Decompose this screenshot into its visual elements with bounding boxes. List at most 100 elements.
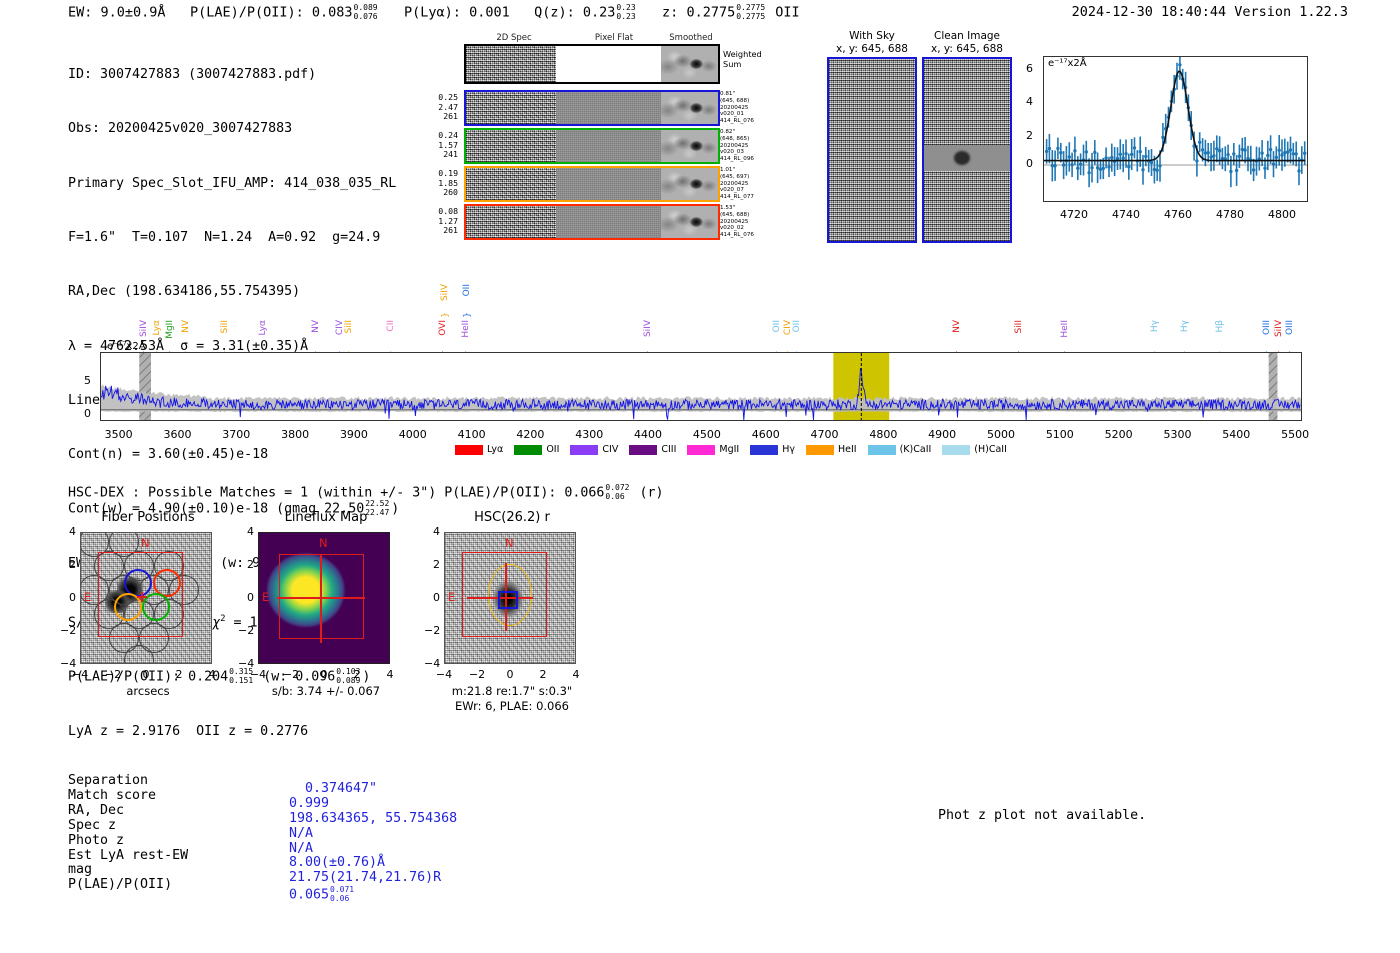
fiber-positions-xlabel: arcsecs xyxy=(126,684,170,698)
legend-item-Hγ: Hγ xyxy=(750,444,795,455)
info-plae-range: 0.315 0.151 xyxy=(229,667,254,685)
spectrum-line-label-NV: NV xyxy=(311,320,322,333)
imaging-1-ytick-3: −2 xyxy=(238,624,255,637)
spectrum-line-label-SiIV: SiIV xyxy=(1273,320,1284,338)
fiber-circle xyxy=(94,551,124,581)
info-params: F=1.6" T=0.107 N=1.24 A=0.92 g=24.9 xyxy=(68,230,381,246)
match-table-values: 0.374647" 0.999 198.634365, 55.754368 N/… xyxy=(289,767,457,904)
fiber-row-2 xyxy=(464,128,720,164)
spectrum-line-label-SiII: SiII xyxy=(344,320,355,334)
lineplot-xtick-4760: 4760 xyxy=(1164,208,1192,221)
info-id: ID: 3007427883 (3007427883.pdf) xyxy=(68,67,317,83)
info-plae-w-range: 0.103 0.089 xyxy=(336,667,361,685)
compass-east: E xyxy=(84,590,92,604)
col-header-pixelflat: Pixel Flat xyxy=(594,33,634,43)
lineplot-ytick-6: 6 xyxy=(1026,62,1033,75)
imaging-1-ytick-2: 0 xyxy=(247,591,254,604)
info-cont-n: Cont(n) = 3.60(±0.45)e-18 xyxy=(68,447,269,463)
plya-label: P(Lyα): xyxy=(404,4,461,21)
imaging-2-ytick-3: −2 xyxy=(424,624,441,637)
spectrum-line-label-OII: OII xyxy=(462,284,473,297)
imaging-2-xtick-4: 4 xyxy=(572,668,580,681)
compass-east: E xyxy=(448,590,456,604)
fiber-circle-orange xyxy=(114,593,142,621)
spectrum-xtick-5200: 5200 xyxy=(1104,428,1133,441)
fiber-row-1 xyxy=(464,90,720,126)
fiber-row-2-left-stats: 0.24 1.57 241 xyxy=(438,130,458,160)
legend-item-HeII: HeII xyxy=(806,444,857,455)
imaging-1-xtick-1: −2 xyxy=(282,668,300,681)
legend-label: (K)CaII xyxy=(899,444,932,455)
info-slot: Primary Spec_Slot_IFU_AMP: 414_038_035_R… xyxy=(68,175,397,191)
fiber-circle-green xyxy=(142,593,170,621)
spectrum-line-labels: SiIV{Lyα{MgII{NV{SiII{Lyα{NV{CIV{SiII{CI… xyxy=(0,280,1400,356)
legend-label: Hγ xyxy=(782,444,795,455)
fiber-row-4-left-stats: 0.08 1.27 261 xyxy=(438,206,458,236)
fiber-positions-panel: Fiber Positions N E arcsecs xyxy=(58,510,238,710)
spectrum-xtick-4700: 4700 xyxy=(810,428,839,441)
spectrum-legend: Lyα OII CIV CIII MgII Hγ HeII (K)CaII (H)CaII xyxy=(455,444,1007,455)
spectrum-line-label-SiII: SiII xyxy=(219,320,230,334)
info-radec: RA,Dec (198.634186,55.754395) xyxy=(68,284,301,300)
spectrum-line-label-OII: OII xyxy=(792,320,803,333)
lineflux-map-panel: Lineflux Map N E s/b: 3.74 +/- 0.067 xyxy=(236,510,416,710)
imaging-2-ytick-0: 4 xyxy=(433,525,440,538)
spectrum-xtick-4200: 4200 xyxy=(516,428,545,441)
info-redshifts: LyA z = 2.9176 OII z = 0.2776 xyxy=(68,723,309,739)
ew-label: EW: xyxy=(68,4,93,21)
imaging-0-ytick-4: −4 xyxy=(60,657,77,670)
imaging-1-ytick-0: 4 xyxy=(247,525,254,538)
legend-label: CIII xyxy=(661,444,677,455)
lineplot-ytick-2: 2 xyxy=(1026,129,1033,142)
qz-label: Q(z): xyxy=(534,4,575,21)
spectrum-xtick-4500: 4500 xyxy=(692,428,721,441)
hsc-dex-filter: (r) xyxy=(631,485,664,501)
fiber-circle xyxy=(109,533,139,557)
weighted-sum-label: Weighted Sum xyxy=(723,49,762,69)
legend-item-OII: OII xyxy=(514,444,559,455)
legend-label: CIV xyxy=(602,444,619,455)
spectrum-line-label-HeII: HeII xyxy=(1059,320,1070,338)
timestamp-version: 2024-12-30 18:40:44 Version 1.22.3 xyxy=(1071,4,1348,20)
compass-east: E xyxy=(262,590,270,604)
spectrum-xtick-4100: 4100 xyxy=(457,428,486,441)
with-sky-header: With Sky x, y: 645, 688 xyxy=(836,30,908,55)
spectrum-xtick-3600: 3600 xyxy=(163,428,192,441)
spectrum-line-label-MgII: MgII xyxy=(165,320,176,339)
plae-poii-label: P(LAE)/P(OII): xyxy=(189,4,304,21)
compass-north: N xyxy=(141,536,150,550)
spectrum-line-label-OIII: OIII xyxy=(1261,320,1272,336)
weighted-sum-row xyxy=(464,44,720,84)
legend-swatch xyxy=(806,444,834,455)
legend-item-(H)CaII: (H)CaII xyxy=(942,444,1007,455)
imaging-2-ytick-1: 2 xyxy=(433,558,440,571)
imaging-1-xtick-0: −4 xyxy=(249,668,267,681)
spectrum-xtick-5500: 5500 xyxy=(1281,428,1310,441)
plae-poii-value: 0.083 xyxy=(311,4,353,21)
full-spectrum-svg xyxy=(100,353,1301,421)
z-range: 0.2775 0.2775 xyxy=(736,3,766,21)
imaging-1-ytick-1: 2 xyxy=(247,558,254,571)
imaging-2-xtick-2: 0 xyxy=(506,668,514,681)
spectrum-xtick-4600: 4600 xyxy=(751,428,780,441)
lineflux-map-xlabel: s/b: 3.74 +/- 0.067 xyxy=(271,684,381,698)
spectrum-line-label-SiIV: SiIV xyxy=(440,284,451,302)
spectrum-ytick-0: 0 xyxy=(84,407,91,420)
match-plae-range: 0.071 0.06 xyxy=(330,885,355,903)
spectrum-line-label-OIII: OIII xyxy=(1285,320,1296,336)
imaging-0-xtick-2: 0 xyxy=(142,668,150,681)
fiber-row-1-left-stats: 0.25 2.47 261 xyxy=(438,92,458,122)
spectrum-xtick-4900: 4900 xyxy=(928,428,957,441)
fiber-row-4-right-meta: 1.53" (645, 688) 20200425 v020_02 414_RL… xyxy=(720,205,754,239)
compass-north: N xyxy=(319,536,328,550)
legend-swatch xyxy=(750,444,779,455)
legend-swatch xyxy=(570,444,599,455)
fiber-row-3-left-stats: 0.19 1.85 260 xyxy=(438,168,458,198)
spectrum-line-label-SiIV: SiIV xyxy=(138,320,149,338)
legend-item-MgII: MgII xyxy=(687,444,739,455)
lineplot-ytick-0: 0 xyxy=(1026,157,1033,170)
spectrum-line-label-Lyα: Lyα xyxy=(152,320,163,336)
spectrum-line-label-Hγ: Hγ xyxy=(1179,320,1190,333)
info-plae: P(LAE)/P(OII): 0.204 0.315 0.151 (w: 0.096… xyxy=(68,667,371,685)
ew-value: 9.0±0.9Å xyxy=(100,4,166,21)
